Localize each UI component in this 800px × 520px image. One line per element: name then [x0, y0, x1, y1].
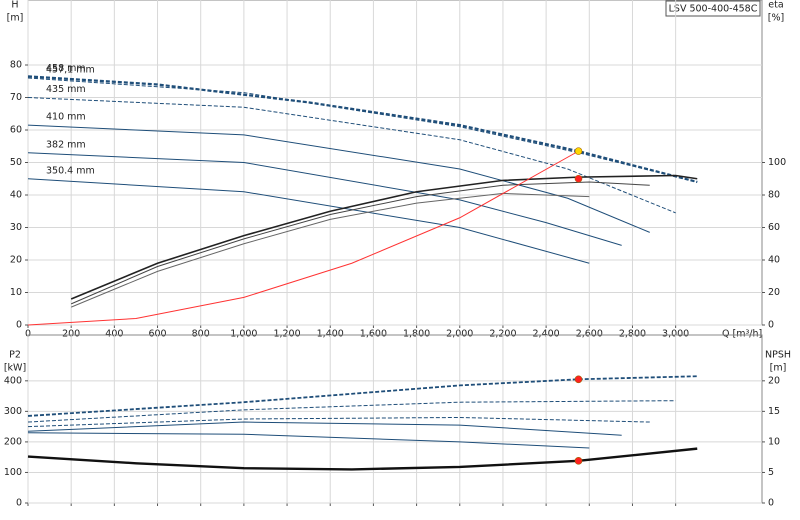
y-tick-label: 200 [4, 436, 22, 447]
y-tick-label: 80 [10, 60, 22, 71]
curve-label: 457,1 mm [46, 65, 95, 76]
x-tick-label: 1,200 [273, 329, 300, 340]
operating-point [574, 457, 583, 465]
operating-point [574, 375, 583, 384]
curve [27, 432, 590, 449]
x-tick-label: 1,600 [360, 329, 387, 340]
x-tick-label: 600 [148, 329, 166, 340]
y-tick-label: 0 [16, 320, 22, 331]
y-tick-label: 400 [4, 375, 22, 386]
curve-label: 435 mm [46, 84, 86, 95]
y-axis-unit: [kW] [4, 363, 26, 374]
y2-tick-label: 60 [768, 222, 780, 233]
curve [70, 174, 698, 300]
y-axis-title: H [11, 0, 18, 11]
curve [70, 181, 650, 305]
x-tick-label: 800 [192, 329, 210, 340]
y-tick-label: 100 [4, 467, 22, 478]
x-tick-label: 0 [25, 329, 31, 340]
curve [27, 75, 698, 184]
curve-label: 382 mm [46, 139, 86, 150]
x-axis-title: Q [m³/h] [722, 329, 762, 340]
curve [27, 77, 698, 183]
curve [27, 416, 650, 428]
curve [27, 375, 698, 417]
y-tick-label: 50 [10, 157, 22, 168]
x-tick-label: 1,400 [317, 329, 344, 340]
y-axis-unit: [m] [7, 13, 24, 24]
y2-axis-title: eta [768, 0, 783, 11]
y2-tick-label: 15 [768, 406, 780, 417]
y2-tick-label: 20 [768, 375, 780, 386]
x-tick-label: 1,000 [230, 329, 257, 340]
x-tick-label: 1,800 [403, 329, 430, 340]
curve [27, 178, 590, 264]
model-box [665, 0, 761, 17]
y-tick-label: 70 [10, 92, 22, 103]
y2-axis-title: NPSH [765, 350, 791, 361]
y2-axis-unit: [%] [768, 13, 784, 24]
y2-axis-unit: [m] [770, 363, 787, 374]
x-tick-label: 3,000 [662, 329, 689, 340]
operating-point [574, 147, 583, 155]
model-label: LSV 500-400-458C [669, 4, 758, 15]
x-tick-label: 200 [62, 329, 80, 340]
x-tick-label: 400 [105, 329, 123, 340]
y-tick-label: 30 [10, 222, 22, 233]
curve [27, 124, 650, 233]
y2-tick-label: 0 [768, 320, 774, 331]
x-tick-label: 2,600 [576, 329, 603, 340]
operating-point [574, 174, 583, 183]
y2-tick-label: 40 [768, 255, 780, 266]
y-tick-label: 60 [10, 125, 22, 136]
y-tick-label: 0 [16, 498, 22, 509]
curve [27, 150, 579, 326]
curve-label: 410 mm [46, 112, 86, 123]
curve [27, 421, 622, 436]
y2-tick-label: 5 [768, 467, 774, 478]
curve [27, 97, 676, 214]
y-axis-title: P2 [9, 350, 21, 361]
curve-label: 350.4 mm [46, 165, 95, 176]
y2-tick-label: 0 [768, 498, 774, 509]
y2-tick-label: 20 [768, 287, 780, 298]
x-tick-label: 2,400 [533, 329, 560, 340]
y2-tick-label: 80 [768, 190, 780, 201]
x-tick-label: 2,000 [446, 329, 473, 340]
x-tick-label: 2,200 [489, 329, 516, 340]
curve [27, 400, 676, 423]
y-tick-label: 20 [10, 255, 22, 266]
y-tick-label: 40 [10, 190, 22, 201]
y-tick-label: 10 [10, 287, 22, 298]
y-tick-label: 300 [4, 406, 22, 417]
curve-label: 458 mm [46, 63, 86, 74]
x-tick-label: 2,800 [619, 329, 646, 340]
curve [27, 152, 622, 246]
y2-tick-label: 10 [768, 436, 780, 447]
y2-tick-label: 100 [768, 157, 786, 168]
